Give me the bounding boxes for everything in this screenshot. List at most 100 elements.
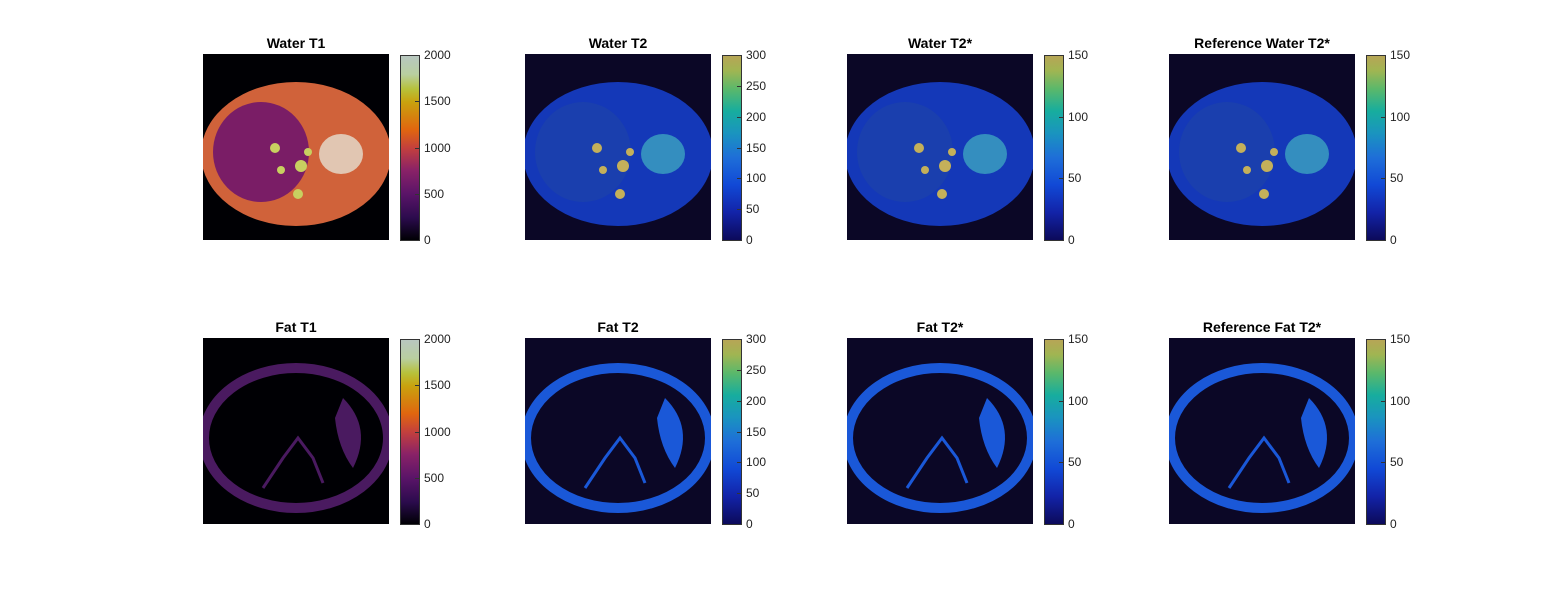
colorbar-tick-label: 0 — [424, 517, 431, 531]
subcutaneous-fat-ring — [1169, 363, 1355, 513]
colorbar-tick-mark — [1381, 117, 1385, 118]
image-ref-water-t2star — [1169, 54, 1355, 240]
colorbar-tick-label: 1000 — [424, 425, 451, 439]
colorbar-tick-mark — [1059, 240, 1063, 241]
colorbar-tick-mark — [1381, 55, 1385, 56]
colorbar-tick-mark — [737, 339, 741, 340]
mri-slice-svg — [525, 338, 711, 524]
colorbar-tick-label: 150 — [1068, 332, 1089, 346]
colorbar-tick-mark — [1059, 117, 1063, 118]
spleen-region — [1285, 134, 1329, 174]
fat-wedge — [335, 398, 361, 468]
colorbar-tick-label: 0 — [746, 517, 753, 531]
colorbar-tick-label: 150 — [746, 141, 767, 155]
vessel-mark — [914, 143, 924, 153]
fat-strands — [583, 435, 647, 489]
colorbar-tick-mark — [1059, 55, 1063, 56]
mri-slice-svg — [203, 54, 389, 240]
liver-region — [857, 102, 953, 202]
mri-slice-svg — [525, 54, 711, 240]
colorbar-tick-mark — [737, 117, 741, 118]
colorbar-tick-mark — [737, 86, 741, 87]
colorbar-tick-label: 150 — [1390, 48, 1411, 62]
colorbar-tick-mark — [1059, 178, 1063, 179]
colorbar-tick-label: 0 — [1068, 233, 1075, 247]
colorbar-tick-mark — [1059, 339, 1063, 340]
colorbar-tick-mark — [415, 240, 419, 241]
colorbar-tick-label: 200 — [746, 394, 767, 408]
colorbar-tick-mark — [1059, 524, 1063, 525]
vessel-mark — [304, 148, 312, 156]
vessel-mark — [939, 160, 951, 172]
vessel-mark — [293, 189, 303, 199]
panel-title-water-t2star: Water T2* — [907, 35, 973, 51]
colorbar-tick-mark — [737, 178, 741, 179]
colorbar-tick-label: 0 — [746, 233, 753, 247]
fat-wedge — [979, 398, 1005, 468]
vessel-mark — [615, 189, 625, 199]
colorbar-tick-mark — [415, 101, 419, 102]
fat-strands — [261, 435, 325, 489]
vessel-mark — [270, 143, 280, 153]
colorbar-tick-mark — [415, 432, 419, 433]
colorbar-tick-label: 100 — [1068, 110, 1089, 124]
colorbar-tick-mark — [415, 339, 419, 340]
colorbar-tick-label: 50 — [1390, 171, 1404, 185]
colorbar-tick-mark — [1381, 240, 1385, 241]
colorbar-tick-label: 50 — [746, 486, 760, 500]
panel-title-water-t2: Water T2 — [588, 35, 648, 51]
liver-region — [535, 102, 631, 202]
colorbar-tick-mark — [737, 401, 741, 402]
vessel-mark — [277, 166, 285, 174]
vessel-mark — [921, 166, 929, 174]
vessel-mark — [1270, 148, 1278, 156]
colorbar-tick-label: 300 — [746, 332, 767, 346]
mri-slice-svg — [203, 338, 389, 524]
colorbar-tick-label: 50 — [1068, 171, 1082, 185]
image-water-t2star — [847, 54, 1033, 240]
colorbar-tick-label: 1000 — [424, 141, 451, 155]
colorbar-tick-label: 0 — [1068, 517, 1075, 531]
liver-region — [1179, 102, 1275, 202]
panel-title-fat-t1: Fat T1 — [275, 319, 317, 335]
colorbar-tick-mark — [415, 194, 419, 195]
colorbar-tick-label: 100 — [1390, 394, 1411, 408]
colorbar-tick-label: 300 — [746, 48, 767, 62]
colorbar-tick-label: 50 — [1390, 455, 1404, 469]
colorbar-water-t2star — [1044, 55, 1064, 241]
colorbar-tick-mark — [1381, 401, 1385, 402]
colorbar-tick-mark — [415, 385, 419, 386]
vessel-mark — [617, 160, 629, 172]
colorbar-tick-label: 1500 — [424, 378, 451, 392]
mri-slice-svg — [847, 338, 1033, 524]
colorbar-tick-mark — [737, 55, 741, 56]
colorbar-tick-mark — [737, 370, 741, 371]
colorbar-tick-mark — [415, 478, 419, 479]
colorbar-water-t2 — [722, 55, 742, 241]
colorbar-tick-mark — [737, 524, 741, 525]
colorbar-tick-label: 100 — [1068, 394, 1089, 408]
colorbar-tick-label: 250 — [746, 79, 767, 93]
colorbar-tick-label: 2000 — [424, 332, 451, 346]
image-fat-t2 — [525, 338, 711, 524]
colorbar-tick-mark — [415, 524, 419, 525]
image-water-t1 — [203, 54, 389, 240]
colorbar-tick-label: 1500 — [424, 94, 451, 108]
colorbar-tick-mark — [1381, 524, 1385, 525]
colorbar-tick-label: 100 — [746, 455, 767, 469]
colorbar-tick-mark — [1381, 178, 1385, 179]
subcutaneous-fat-ring — [525, 363, 711, 513]
spleen-region — [641, 134, 685, 174]
colorbar-tick-label: 100 — [1390, 110, 1411, 124]
mri-slice-svg — [1169, 338, 1355, 524]
vessel-mark — [1259, 189, 1269, 199]
vessel-mark — [1261, 160, 1273, 172]
colorbar-tick-mark — [737, 462, 741, 463]
fat-wedge — [657, 398, 683, 468]
colorbar-tick-mark — [737, 432, 741, 433]
colorbar-tick-label: 50 — [1068, 455, 1082, 469]
image-fat-t2star — [847, 338, 1033, 524]
colorbar-tick-label: 150 — [1390, 332, 1411, 346]
vessel-mark — [592, 143, 602, 153]
vessel-mark — [295, 160, 307, 172]
